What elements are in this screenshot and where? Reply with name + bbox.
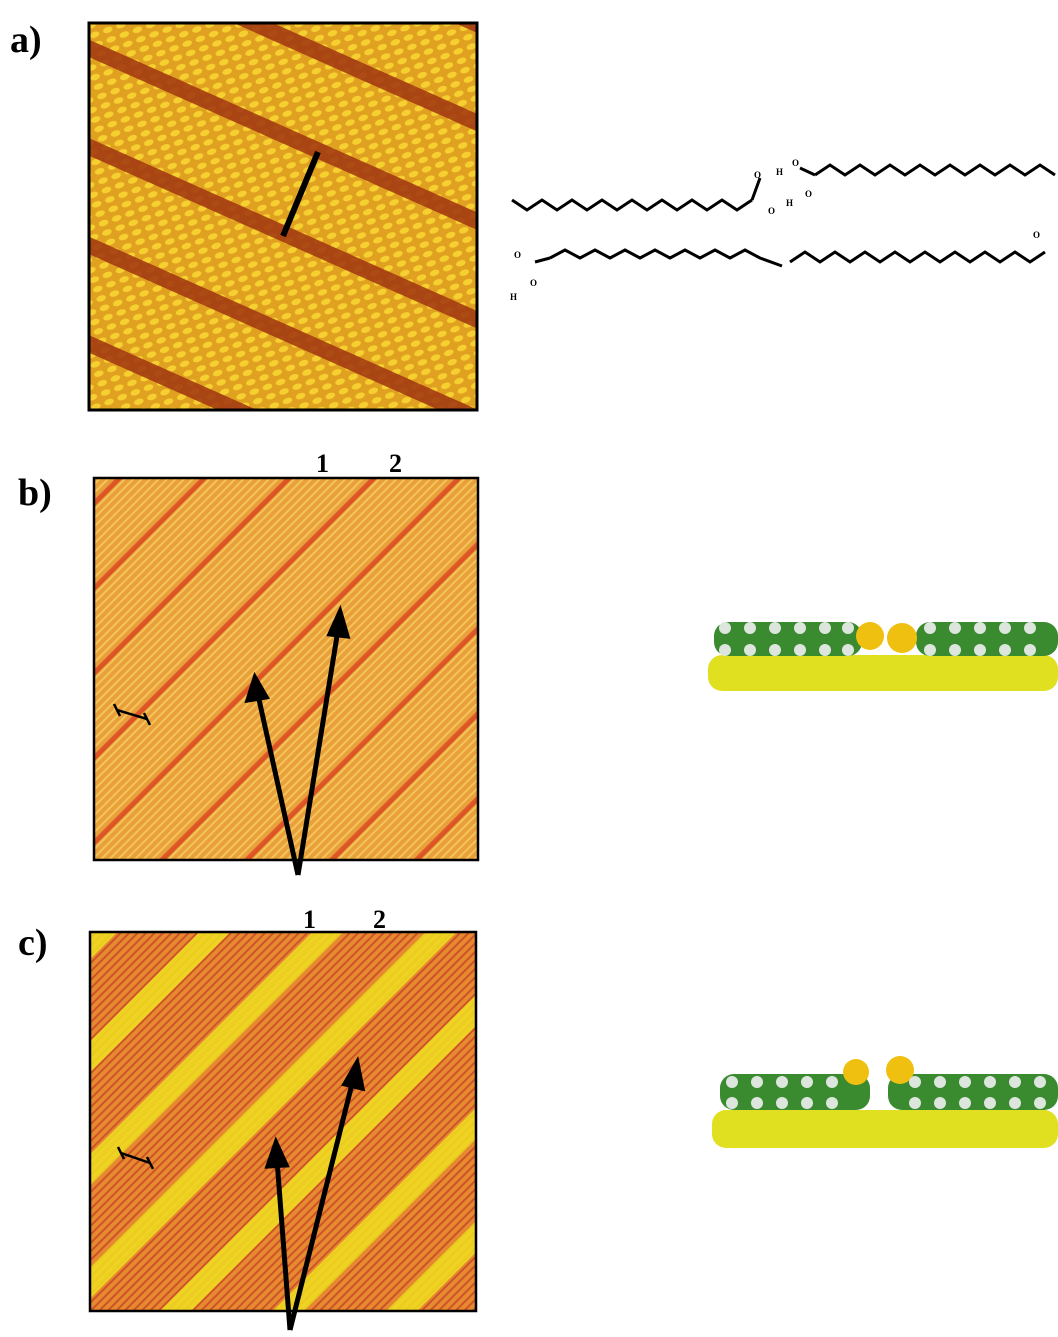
panel-a: a) O H O O H O O O O H — [10, 19, 1055, 410]
atom: O — [805, 189, 812, 199]
atom: O — [768, 206, 775, 216]
atom: H — [786, 198, 793, 208]
panel-label: c) — [18, 922, 48, 964]
atom: O — [792, 158, 799, 168]
atom: O — [1033, 230, 1040, 240]
atom: O — [530, 278, 537, 288]
molecular-model — [708, 622, 1058, 691]
atom-labels: O H O O H O O O O H — [510, 158, 1040, 302]
molecules — [512, 165, 1055, 266]
row-marker: 1 — [316, 449, 329, 478]
atom: H — [510, 292, 517, 302]
atom: O — [754, 170, 761, 180]
atom: O — [514, 250, 521, 260]
row-marker: 2 — [373, 905, 386, 934]
figure: a) O H O O H O O O O H b) 1 2 — [0, 0, 1058, 1337]
panel-label: b) — [18, 472, 52, 514]
stm-bands — [94, 478, 478, 860]
atom: H — [776, 167, 783, 177]
row-marker: 2 — [389, 449, 402, 478]
stm-bands — [89, 23, 477, 410]
row-marker: 1 — [303, 905, 316, 934]
molecular-model — [712, 1056, 1058, 1148]
panel-c: c) 1 2 — [18, 905, 1058, 1330]
panel-b: b) 1 2 — [18, 449, 1058, 875]
panel-label: a) — [10, 19, 42, 61]
